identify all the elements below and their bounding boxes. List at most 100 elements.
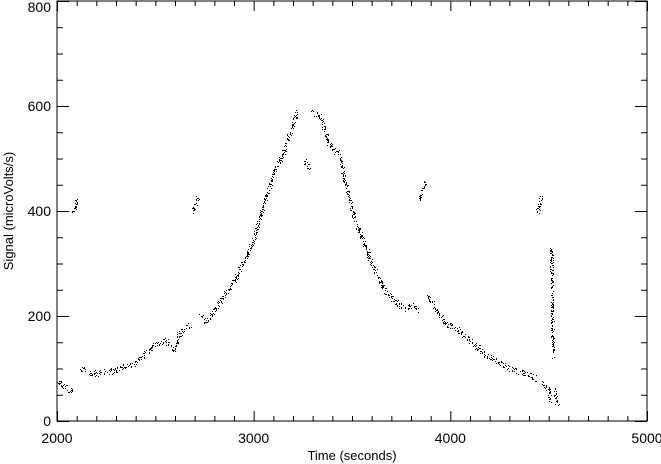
data-points bbox=[57, 110, 560, 406]
data-point bbox=[468, 336, 469, 337]
data-point bbox=[553, 260, 554, 261]
data-point bbox=[387, 291, 388, 292]
data-point bbox=[342, 163, 343, 164]
data-point bbox=[366, 245, 367, 246]
data-point bbox=[288, 140, 289, 141]
data-point bbox=[381, 282, 382, 283]
data-point bbox=[75, 206, 76, 207]
data-point bbox=[551, 260, 552, 261]
data-point bbox=[539, 213, 540, 214]
data-point bbox=[363, 241, 364, 242]
data-point bbox=[553, 344, 554, 345]
data-point bbox=[554, 342, 555, 343]
data-point bbox=[516, 368, 517, 369]
data-point bbox=[554, 329, 555, 330]
data-point bbox=[371, 261, 372, 262]
data-point bbox=[484, 352, 485, 353]
plot-frame bbox=[56, 0, 648, 422]
data-point bbox=[536, 381, 537, 382]
data-point bbox=[319, 118, 320, 119]
data-point bbox=[403, 305, 404, 306]
data-point bbox=[553, 307, 554, 308]
data-point bbox=[69, 392, 70, 393]
data-point bbox=[399, 303, 400, 304]
data-point bbox=[157, 345, 158, 346]
data-point bbox=[476, 345, 477, 346]
data-point bbox=[344, 181, 345, 182]
data-point bbox=[493, 359, 494, 360]
data-point bbox=[391, 301, 392, 302]
data-point bbox=[553, 300, 554, 301]
data-point bbox=[152, 345, 153, 346]
data-point bbox=[550, 248, 551, 249]
data-point bbox=[539, 201, 540, 202]
data-point bbox=[415, 306, 416, 307]
data-point bbox=[389, 295, 390, 296]
data-point bbox=[223, 299, 224, 300]
data-point bbox=[177, 334, 178, 335]
data-point bbox=[261, 213, 262, 214]
data-point bbox=[369, 258, 370, 259]
data-point bbox=[245, 260, 246, 261]
data-point bbox=[287, 139, 288, 140]
data-point bbox=[272, 176, 273, 177]
data-point bbox=[550, 251, 551, 252]
data-point bbox=[551, 395, 552, 396]
data-point bbox=[342, 161, 343, 162]
data-point bbox=[548, 389, 549, 390]
data-point bbox=[551, 323, 552, 324]
data-point bbox=[198, 198, 199, 199]
data-point bbox=[120, 367, 121, 368]
data-point bbox=[135, 362, 136, 363]
data-point bbox=[270, 184, 271, 185]
data-point bbox=[179, 333, 180, 334]
data-point bbox=[89, 374, 90, 375]
data-point bbox=[292, 133, 293, 134]
data-point bbox=[512, 371, 513, 372]
data-point bbox=[327, 134, 328, 135]
data-point bbox=[65, 386, 66, 387]
data-point bbox=[425, 184, 426, 185]
data-point bbox=[263, 205, 264, 206]
data-point bbox=[115, 368, 116, 369]
data-point bbox=[264, 202, 265, 203]
data-point bbox=[296, 117, 297, 118]
data-point bbox=[292, 127, 293, 128]
data-point bbox=[122, 369, 123, 370]
data-point bbox=[214, 309, 215, 310]
data-point bbox=[365, 246, 366, 247]
data-point bbox=[297, 114, 298, 115]
data-point bbox=[68, 392, 69, 393]
data-point bbox=[296, 118, 297, 119]
data-point bbox=[551, 295, 552, 296]
data-point bbox=[208, 320, 209, 321]
data-point bbox=[130, 364, 131, 365]
data-point bbox=[121, 367, 122, 368]
data-point bbox=[253, 242, 254, 243]
data-point bbox=[307, 162, 308, 163]
data-point bbox=[389, 297, 390, 298]
data-point bbox=[536, 209, 537, 210]
data-point bbox=[319, 117, 320, 118]
data-point bbox=[552, 303, 553, 304]
data-point bbox=[552, 335, 553, 336]
data-point bbox=[472, 339, 473, 340]
data-point bbox=[550, 269, 551, 270]
data-point bbox=[549, 397, 550, 398]
data-point bbox=[437, 312, 438, 313]
data-point bbox=[269, 183, 270, 184]
data-point bbox=[366, 248, 367, 249]
data-point bbox=[551, 283, 552, 284]
data-point bbox=[551, 336, 552, 337]
data-point bbox=[498, 362, 499, 363]
data-point bbox=[267, 188, 268, 189]
data-point bbox=[320, 119, 321, 120]
data-point bbox=[469, 339, 470, 340]
data-point bbox=[487, 356, 488, 357]
data-point bbox=[332, 146, 333, 147]
data-point bbox=[551, 272, 552, 273]
data-point bbox=[399, 306, 400, 307]
data-point bbox=[173, 347, 174, 348]
data-point bbox=[432, 302, 433, 303]
data-point bbox=[307, 168, 308, 169]
